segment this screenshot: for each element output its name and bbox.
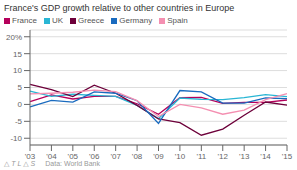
svg-text:'06: '06 xyxy=(89,152,100,159)
html-text:UK: UK xyxy=(51,16,63,25)
svg-text:-10: -10 xyxy=(10,134,22,143)
svg-text:5: 5 xyxy=(18,83,23,92)
html-text:Germany: Germany xyxy=(119,16,153,25)
svg-text:'13: '13 xyxy=(239,152,250,159)
html-text:Greece: Greece xyxy=(78,16,105,25)
svg-text:20%: 20% xyxy=(8,33,22,42)
html-text:France's GDP growth relative t: France's GDP growth relative to other co… xyxy=(4,3,235,13)
svg-text:'14: '14 xyxy=(260,152,271,159)
html-text:Data: World Bank: Data: World Bank xyxy=(45,160,100,167)
html-text:Spain: Spain xyxy=(167,16,188,25)
svg-text:'15: '15 xyxy=(282,152,289,159)
svg-text:'12: '12 xyxy=(218,152,229,159)
html-text:France: France xyxy=(12,16,37,25)
svg-text:'09: '09 xyxy=(153,152,164,159)
svg-text:-5: -5 xyxy=(15,117,23,126)
svg-text:'05: '05 xyxy=(68,152,79,159)
svg-text:'03: '03 xyxy=(25,152,36,159)
svg-text:10: 10 xyxy=(13,66,22,75)
svg-text:'10: '10 xyxy=(175,152,186,159)
svg-text:'08: '08 xyxy=(132,152,143,159)
html-text:△ T L △ S: △ T L △ S xyxy=(4,160,36,167)
svg-text:'11: '11 xyxy=(196,152,206,159)
svg-text:'07: '07 xyxy=(110,152,121,159)
svg-text:15: 15 xyxy=(13,50,22,59)
svg-text:'04: '04 xyxy=(46,152,57,159)
svg-text:0: 0 xyxy=(18,100,23,109)
